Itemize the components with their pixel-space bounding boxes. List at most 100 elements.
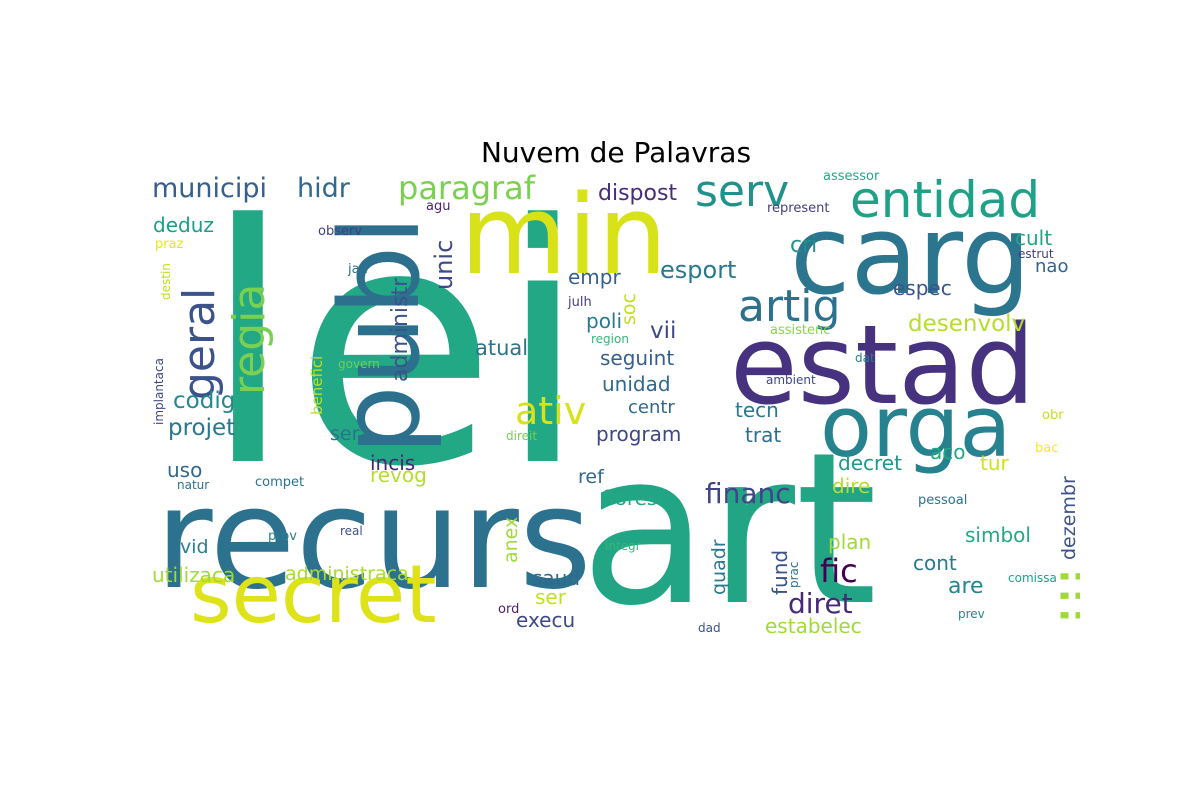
word-estabelec: estabelec (765, 614, 862, 638)
word-seguint: seguint (600, 346, 675, 370)
word-serv: serv (695, 170, 790, 217)
word-direit: direit (506, 429, 538, 443)
word-florest: florest (602, 486, 666, 510)
word-anex: anex (500, 516, 522, 563)
word-empr: empr (568, 265, 621, 289)
word-soc: soc (618, 293, 640, 325)
word-assistenc: assistenc (770, 323, 831, 338)
word-diret: diret (788, 587, 853, 620)
word-jan: jan (348, 262, 368, 277)
word-observ: observ (318, 224, 363, 239)
word-min: min (460, 171, 668, 299)
word-prac: prac (787, 561, 801, 588)
word-unic: unic (430, 239, 458, 290)
word-utilizaca: utilizaca (152, 563, 236, 587)
word-administr: administr (388, 277, 413, 382)
word-are: are (948, 574, 984, 599)
word-real: real (340, 524, 363, 538)
word-prov: prov (268, 529, 297, 544)
word-sera: sera (330, 423, 372, 445)
word-estrut: estrut (1018, 247, 1054, 261)
word-esport: esport (660, 256, 737, 284)
word-deduz: deduz (153, 213, 214, 237)
word-obr: obr (1042, 408, 1064, 423)
word-tecn: tecn (735, 398, 779, 422)
word-art: art (580, 407, 878, 640)
word-publ: publ (316, 215, 444, 455)
word-quadr: quadr (708, 539, 730, 595)
word-carg: carg (790, 191, 1032, 319)
word-plan: plan (828, 530, 872, 554)
word-destin: destin (159, 263, 173, 300)
word-govern: govern (338, 357, 380, 371)
word-financ: financ (705, 477, 791, 510)
word-dire: dire (832, 474, 871, 498)
word-vii: vii (650, 318, 677, 344)
word-pessoal: pessoal (918, 493, 968, 508)
word-assessor: assessor (823, 170, 880, 184)
word-cont: cont (913, 551, 957, 575)
word-lei: lei (202, 170, 589, 539)
word-ativ: ativ (515, 389, 587, 433)
word-prev: prev (958, 607, 985, 621)
word-simbol: simbol (965, 523, 1031, 547)
word-tur: tur (980, 451, 1009, 475)
word-region: region (591, 332, 629, 346)
word-orga: orga (820, 378, 1012, 477)
word-desenvolv: desenvolv (908, 311, 1026, 337)
word-ser: ser (535, 585, 566, 609)
word-espec: espec (893, 276, 952, 300)
word-revog: revog (370, 463, 427, 487)
word-praz: praz (155, 237, 184, 252)
word-agu: agu (426, 199, 451, 214)
word-incis: incis (370, 451, 416, 475)
word-regia: regia (224, 283, 275, 395)
word-implantaca: implantaca (152, 358, 166, 425)
word-natur: natur (177, 478, 210, 492)
word-decret: decret (838, 451, 902, 475)
word-trat: trat (745, 423, 782, 447)
word-benefici: benefici (308, 355, 326, 415)
word-entidad: entidad (850, 171, 1041, 229)
word-cri: cri (790, 233, 818, 258)
word-municipi: municipi (152, 173, 268, 204)
word-saud: saud (532, 566, 581, 590)
word-estad: estad (730, 301, 1036, 429)
word-program: program (596, 422, 682, 446)
word-hidr: hidr (297, 173, 350, 204)
word-iii: iii (1049, 566, 1080, 625)
word-dispost: dispost (598, 181, 678, 206)
word-geral: geral (174, 287, 225, 400)
word-dad: dad (698, 621, 721, 635)
word-cult: cult (1015, 226, 1053, 250)
word-poli: poli (586, 309, 623, 333)
word-julh: julh (568, 295, 592, 310)
word-ord: ord (498, 602, 520, 617)
word-cloud: lei art recurs min carg publ estad orga … (150, 170, 1080, 640)
word-atual: atual (475, 336, 529, 360)
word-represent: represent (767, 201, 830, 216)
figure-title: Nuvem de Palavras (480, 136, 752, 169)
word-ambient: ambient (766, 373, 816, 387)
word-ref: ref (578, 466, 604, 488)
word-administraca: administraca (285, 563, 409, 585)
word-vid: vid (180, 536, 209, 558)
word-integr: integr (605, 539, 641, 553)
word-codig: codig (173, 388, 236, 414)
word-unidad: unidad (602, 372, 671, 396)
word-bac: bac (1035, 441, 1059, 456)
word-uso: uso (167, 458, 203, 482)
word-centr: centr (628, 397, 675, 418)
word-projet: projet (168, 415, 236, 441)
word-dezembr: dezembr (1058, 476, 1080, 560)
word-nao: nao (1035, 256, 1069, 277)
word-secret: secret (190, 548, 437, 640)
word-recurs: recurs (155, 458, 592, 621)
word-paragraf: paragraf (398, 170, 536, 207)
word-dat: dat (855, 351, 875, 365)
word-comissa: comissa (1008, 571, 1057, 585)
word-fic: fic (820, 552, 858, 590)
word-execu: execu (516, 608, 576, 632)
word-artig: artig (738, 281, 841, 332)
word-aco: aco (930, 440, 966, 464)
